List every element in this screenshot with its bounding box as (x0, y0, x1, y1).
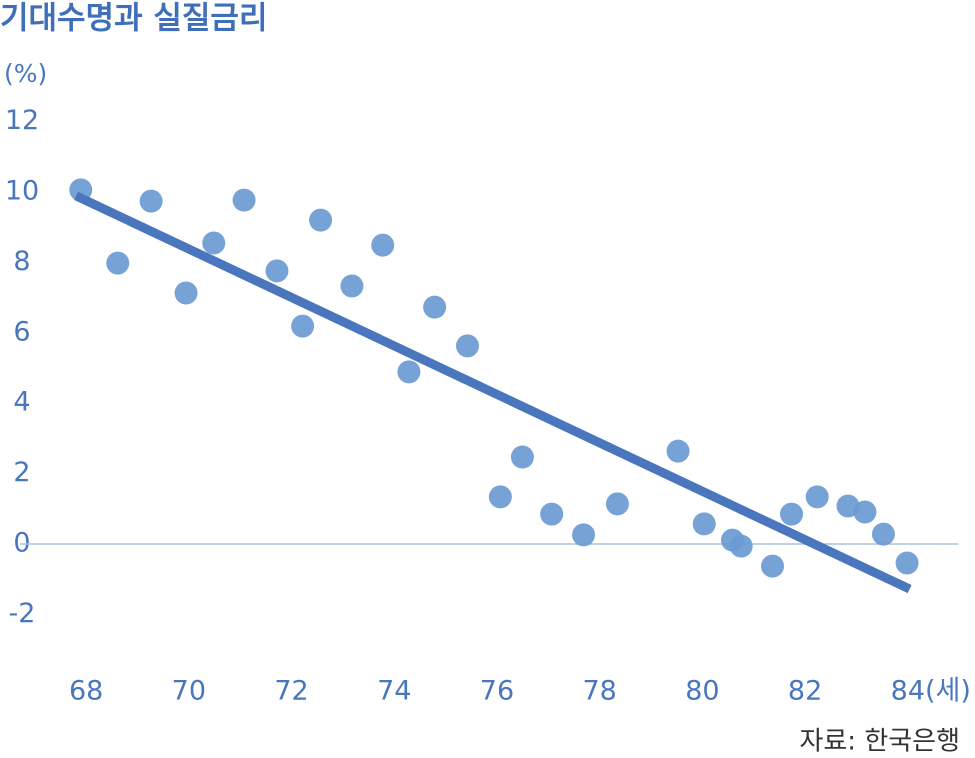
y-tick-label: 10 (5, 176, 39, 207)
x-tick-label: 76 (480, 676, 514, 707)
source: 자료: 한국은행 (799, 727, 960, 757)
point (871, 522, 895, 546)
chart-title: 기대수명과 실질금리 (0, 1, 267, 37)
x-tick-label: 72 (274, 676, 308, 707)
point (423, 295, 447, 319)
point (895, 551, 919, 575)
point (510, 445, 534, 469)
y-tick-label: -2 (9, 598, 36, 629)
point (455, 334, 479, 358)
point (265, 259, 289, 283)
point (291, 314, 315, 338)
point (540, 502, 564, 526)
point (761, 554, 785, 578)
x-tick-label: 80 (685, 676, 719, 707)
y-tick-label: 8 (13, 246, 30, 277)
point (106, 251, 130, 275)
point (780, 502, 804, 526)
point (371, 233, 395, 257)
point (729, 534, 753, 558)
point (202, 231, 226, 255)
point (309, 208, 333, 232)
x-tick-label: 68 (69, 676, 103, 707)
point (853, 500, 877, 524)
trend-line (74, 191, 912, 594)
y-tick-label: 4 (13, 387, 30, 418)
point (488, 485, 512, 509)
x-tick-label: 74 (377, 676, 411, 707)
y-unit: (%) (4, 59, 47, 88)
point (805, 485, 829, 509)
point (605, 492, 629, 516)
y-tick-label: 12 (5, 105, 39, 136)
y-tick-label: 6 (13, 316, 30, 347)
point (232, 188, 256, 212)
point (340, 274, 364, 298)
point (692, 512, 716, 536)
x-tick-label: 82 (788, 676, 822, 707)
y-tick-label: 0 (13, 528, 30, 559)
point (139, 189, 163, 213)
x-tick-label: 78 (583, 676, 617, 707)
y-tick-label: 2 (13, 457, 30, 488)
point (397, 360, 421, 384)
point (174, 281, 198, 305)
x-tick-label: 70 (172, 676, 206, 707)
point (572, 523, 596, 547)
point (69, 178, 93, 202)
x-tick-label: 84(세) (891, 676, 971, 707)
point (666, 439, 690, 463)
